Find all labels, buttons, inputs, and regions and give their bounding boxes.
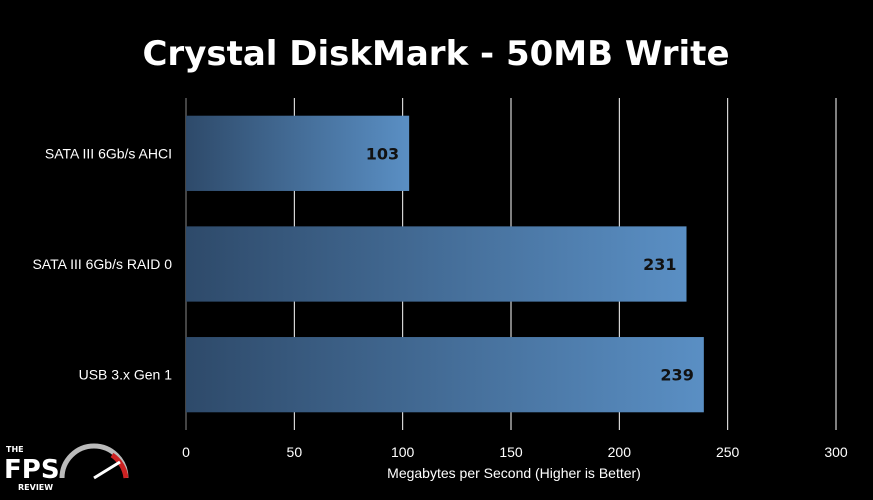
speedometer-needle-icon: [93, 460, 121, 480]
fps-review-logo: THE FPS REVIEW: [4, 443, 129, 492]
x-axis-title: Megabytes per Second (Higher is Better): [387, 465, 641, 481]
x-tick-labels: 0 50 100 150 200 250 300: [182, 444, 848, 460]
x-tick-label: 150: [499, 444, 523, 460]
x-tick-label: 250: [716, 444, 740, 460]
category-label: SATA III 6Gb/s RAID 0: [32, 256, 172, 272]
x-tick-label: 200: [608, 444, 632, 460]
x-tick-label: 300: [824, 444, 848, 460]
logo-fps: FPS: [4, 455, 60, 485]
bar: [186, 115, 410, 191]
speedometer-red-arc-icon: [110, 452, 129, 479]
x-tick-label: 50: [287, 444, 303, 460]
chart-title: Crystal DiskMark - 50MB Write: [142, 34, 729, 74]
bars: 103 231 239: [186, 115, 704, 413]
bar: [186, 226, 687, 302]
x-tick-label: 0: [182, 444, 190, 460]
category-label: USB 3.x Gen 1: [79, 367, 173, 383]
data-label: 239: [660, 366, 693, 385]
data-label: 103: [366, 144, 399, 163]
x-tick-label: 100: [391, 444, 415, 460]
category-label: SATA III 6Gb/s AHCI: [45, 145, 172, 161]
logo-the: THE: [6, 445, 24, 454]
bar: [186, 337, 704, 413]
logo-review: REVIEW: [18, 483, 53, 492]
category-labels: SATA III 6Gb/s AHCI SATA III 6Gb/s RAID 0…: [32, 145, 172, 382]
data-label: 231: [643, 255, 676, 274]
